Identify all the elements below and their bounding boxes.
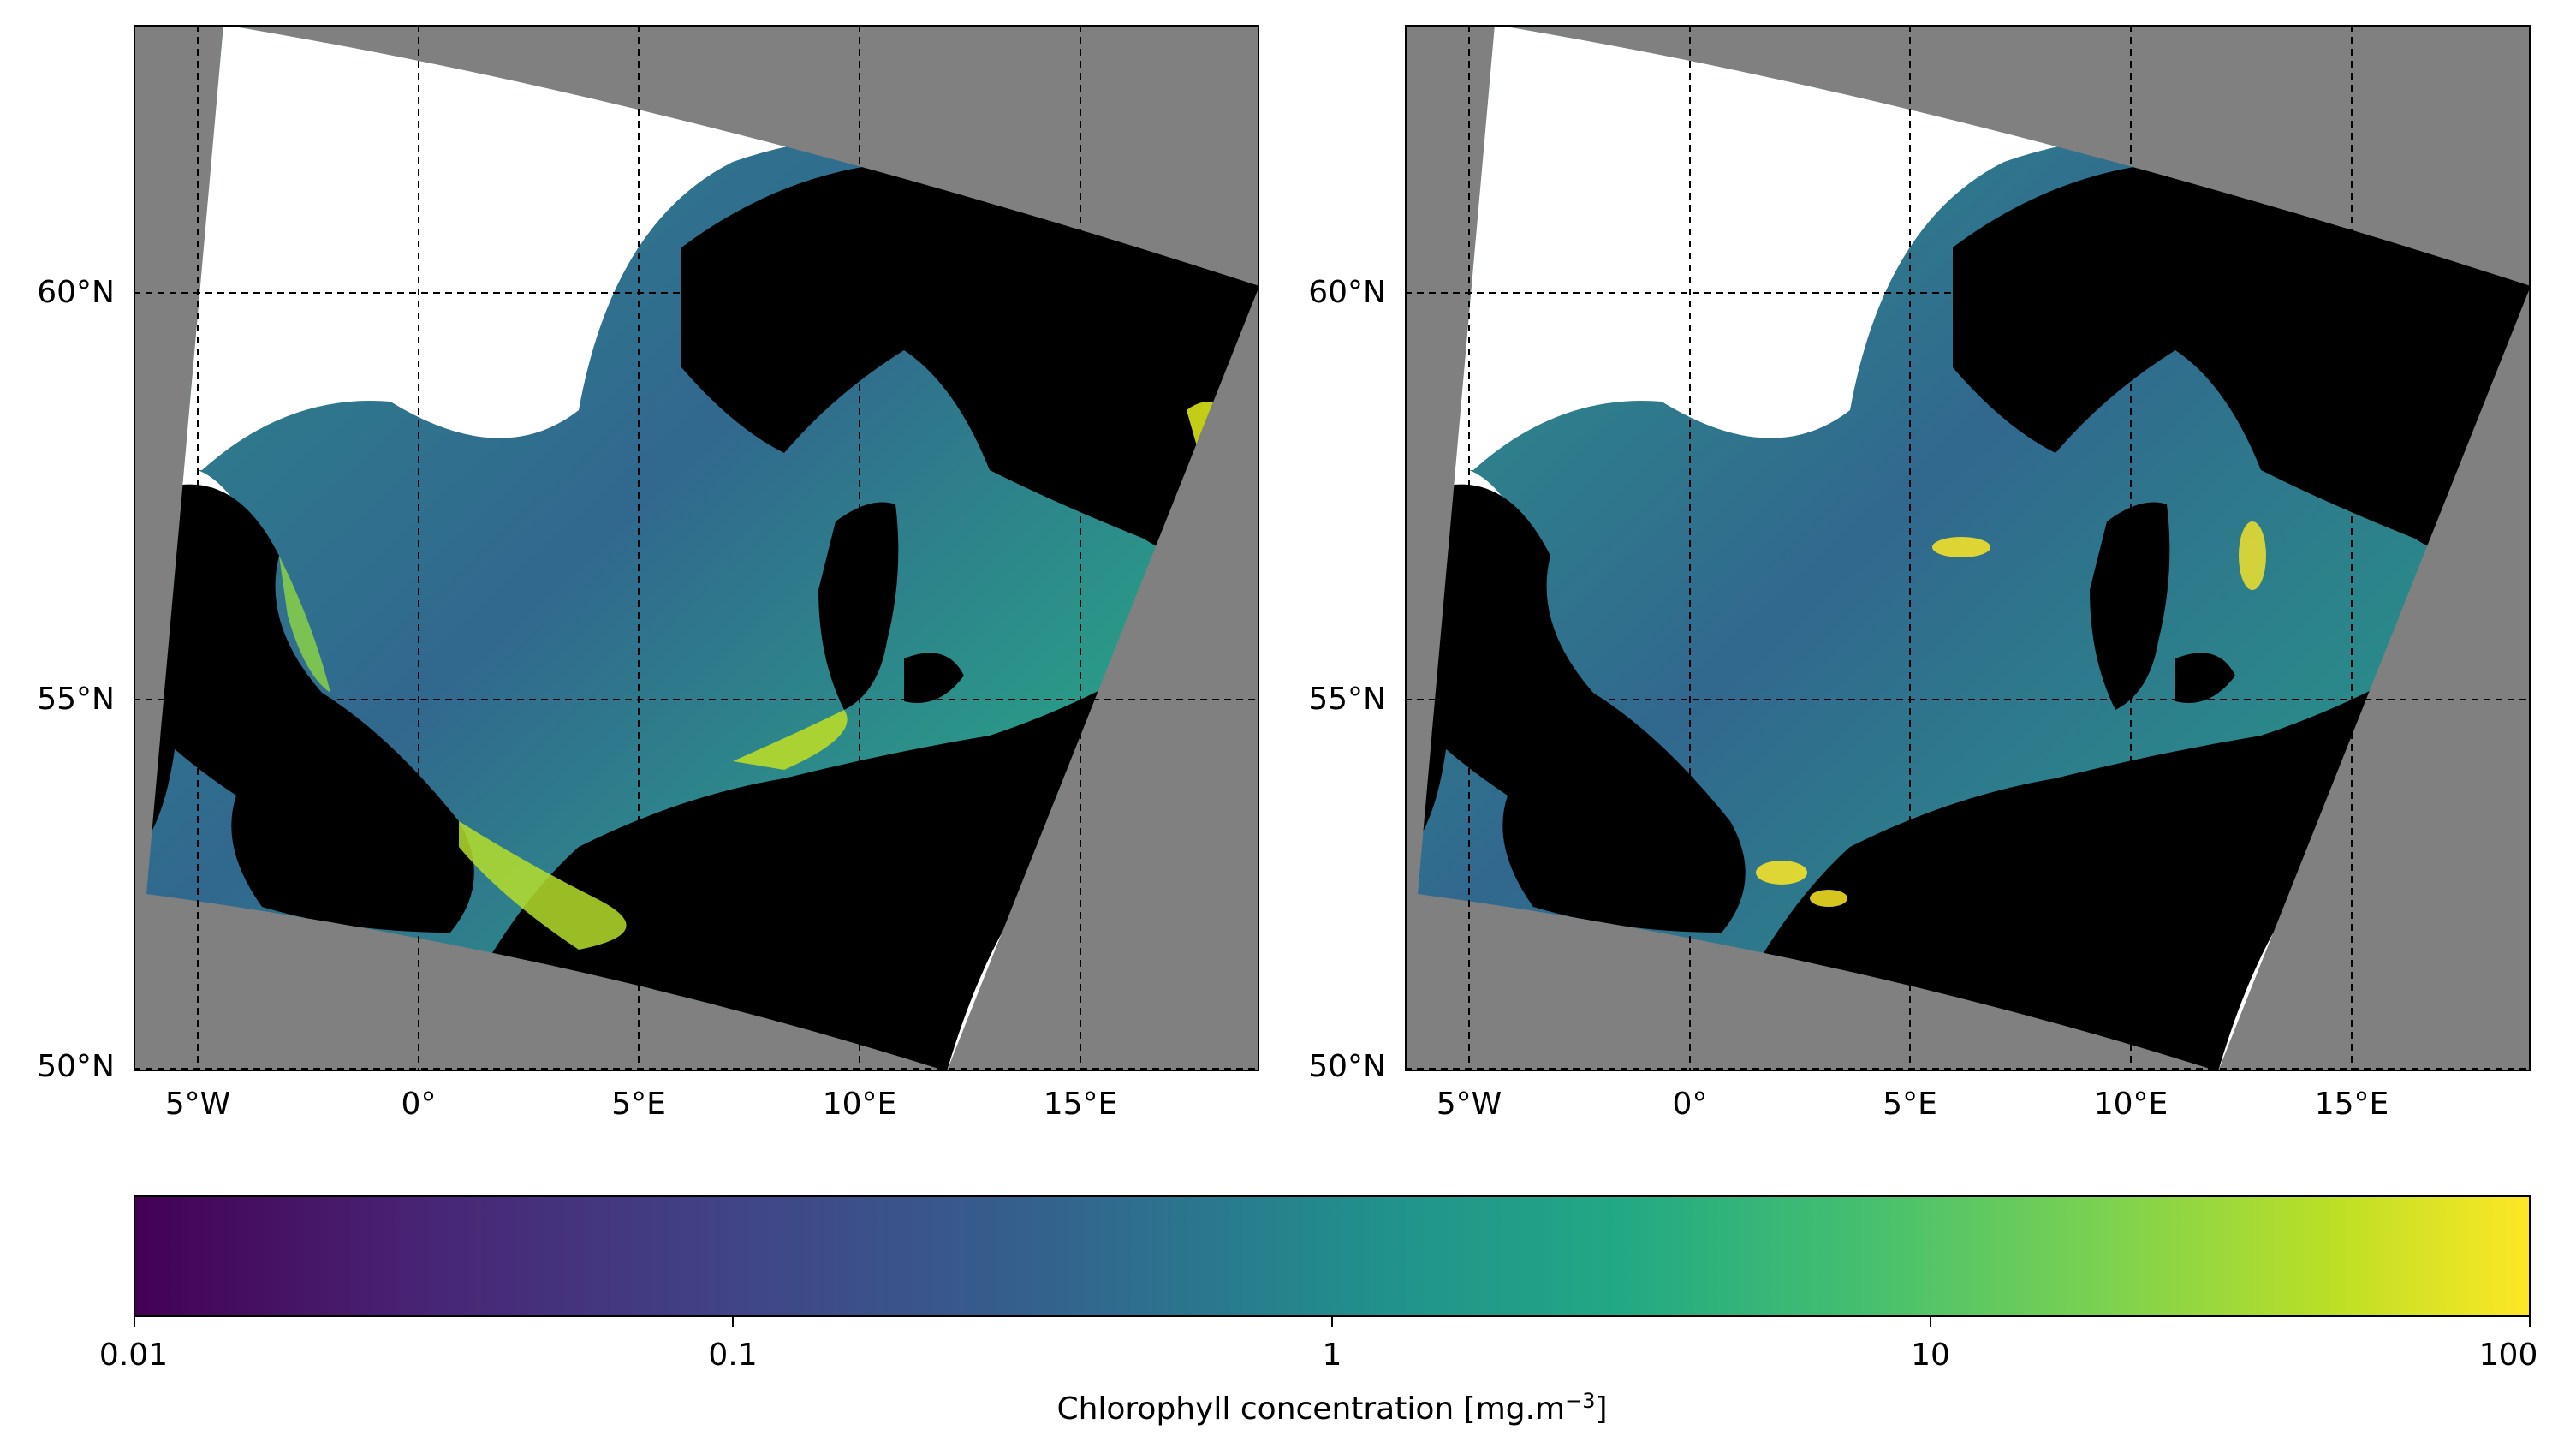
- map-frame: [134, 25, 1259, 1071]
- cloud-cover: [1439, 25, 2531, 470]
- land-great-britain: [1422, 484, 1746, 933]
- lat-label-50n: 50°N: [1308, 1049, 1386, 1084]
- colorbar-label-0.01: 0.01: [98, 1338, 169, 1373]
- bloom-patch: [1810, 890, 1847, 907]
- coastal-bloom-scotland: [279, 556, 330, 693]
- colorbar-title-text: Chlorophyll concentration [mg.m: [1056, 1391, 1566, 1427]
- lon-label-0: 0°: [401, 1087, 437, 1122]
- lon-label-10e: 10°E: [822, 1087, 897, 1122]
- colorbar-title-close: ]: [1595, 1391, 1608, 1427]
- colorbar-tick: [1331, 1317, 1333, 1327]
- land-great-britain: [151, 484, 474, 933]
- lat-label-55n: 55°N: [1308, 682, 1386, 717]
- colorbar-label-1: 1: [1322, 1338, 1342, 1373]
- colorbar-label-10: 10: [1911, 1338, 1950, 1373]
- colorbar-tick: [2529, 1317, 2531, 1327]
- colorbar-label-0.1: 0.1: [708, 1338, 758, 1373]
- bloom-patch: [2239, 521, 2266, 590]
- land-scandinavia: [1953, 162, 2531, 562]
- map-frame: [1405, 25, 2531, 1071]
- cloud-cover: [168, 25, 1259, 470]
- lat-label-60n: 60°N: [1308, 275, 1386, 310]
- colorbar-tick: [1930, 1317, 1931, 1327]
- map-canvas-left: [134, 25, 1259, 1071]
- land-scandinavia: [681, 162, 1259, 562]
- map-panel-right: 60°N 55°N 50°N 5°W 0° 5°E 10°E 15°E: [1308, 25, 2531, 1122]
- colorbar-title: Chlorophyll concentration [mg.m−3]: [1056, 1389, 1607, 1427]
- colorbar: [134, 1195, 2531, 1317]
- bloom-patch: [1756, 861, 1807, 885]
- colorbar-tick: [134, 1317, 135, 1327]
- satellite-swath: [1418, 25, 2531, 1071]
- land-denmark: [2090, 502, 2170, 710]
- bloom-patch: [1932, 537, 1990, 557]
- colorbar-tick: [732, 1317, 734, 1327]
- lon-label-10e: 10°E: [2093, 1087, 2168, 1122]
- lon-label-5e: 5°E: [611, 1087, 666, 1122]
- graticule: [134, 25, 1259, 1071]
- land-denmark: [818, 502, 899, 710]
- land-islands: [904, 653, 964, 703]
- colorbar-title-exponent: −3: [1565, 1389, 1596, 1413]
- graticule: [1405, 25, 2531, 1071]
- lon-label-15e: 15°E: [1043, 1087, 1118, 1122]
- land-islands: [2175, 653, 2235, 703]
- map-panel-left: 60°N 55°N 50°N 5°W 0° 5°E 10°E 15°E: [37, 25, 1259, 1122]
- lon-label-5w: 5°W: [164, 1087, 231, 1122]
- lon-label-5e: 5°E: [1883, 1087, 1937, 1122]
- coastal-bloom-south: [459, 821, 627, 950]
- map-canvas-right: [1405, 25, 2531, 1071]
- lon-label-15e: 15°E: [2314, 1087, 2389, 1122]
- lon-label-0: 0°: [1672, 1087, 1708, 1122]
- lon-label-5w: 5°W: [1436, 1087, 1502, 1122]
- lat-label-50n: 50°N: [37, 1049, 115, 1084]
- coastal-bloom-wadden: [733, 710, 848, 770]
- lat-label-60n: 60°N: [37, 275, 115, 310]
- colorbar-label-100: 100: [2478, 1338, 2538, 1373]
- lat-label-55n: 55°N: [37, 682, 115, 717]
